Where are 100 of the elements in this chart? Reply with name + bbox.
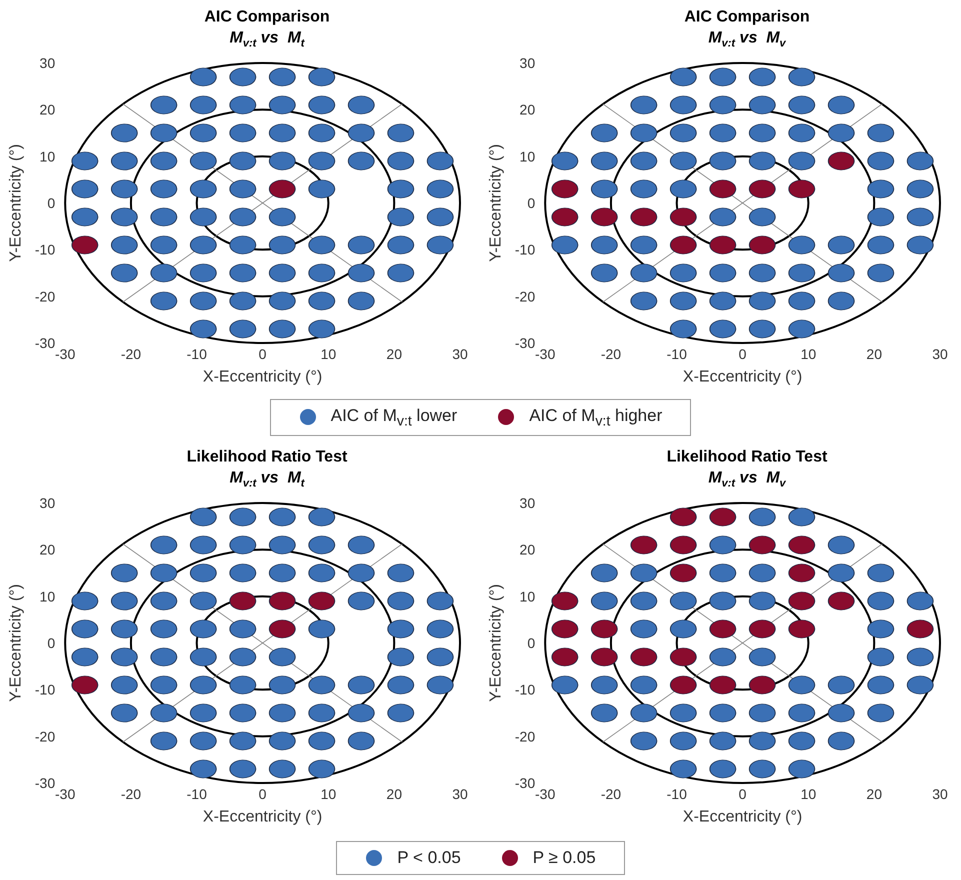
x-tick-label: -20 (120, 346, 142, 362)
chart-title: Likelihood Ratio Test (186, 448, 348, 466)
point (670, 236, 697, 254)
chart-title: AIC Comparison (684, 8, 810, 26)
point (710, 508, 736, 526)
x-tick-label: -10 (666, 346, 688, 362)
legend-label: AIC of M$_{v:t}$ higher (529, 406, 662, 430)
point (630, 536, 658, 554)
x-tick-label: -20 (600, 786, 622, 802)
y-tick-label: 20 (40, 542, 56, 558)
y-tick-label: -10 (34, 242, 56, 258)
y-tick-label: -30 (514, 775, 536, 791)
point (591, 676, 618, 694)
x-tick-label: 20 (386, 346, 402, 362)
point (591, 620, 618, 638)
x-tick-label: 10 (800, 786, 816, 802)
x-tick-label: -20 (120, 786, 142, 802)
y-tick-label: -20 (34, 288, 56, 304)
point (230, 592, 256, 610)
y-tick-label: -20 (34, 728, 56, 744)
y-axis-title: Y-Eccentricity (°) (8, 584, 24, 702)
x-tick-label: 20 (866, 346, 882, 362)
point (630, 592, 658, 610)
x-tick-label: 30 (932, 786, 948, 802)
point (552, 676, 578, 694)
x-tick-label: 0 (258, 346, 267, 362)
point (710, 620, 736, 638)
point (630, 208, 658, 226)
y-tick-label: 10 (520, 588, 536, 604)
point (670, 564, 697, 582)
y-tick-label: 20 (40, 102, 56, 118)
point (630, 704, 658, 722)
point (591, 208, 618, 226)
point (670, 676, 697, 694)
point (670, 648, 697, 666)
point (552, 592, 578, 610)
y-tick-label: 20 (520, 542, 536, 558)
point (591, 648, 618, 666)
x-tick-label: 20 (866, 786, 882, 802)
x-tick-label: 20 (386, 786, 402, 802)
x-tick-label: 0 (738, 786, 747, 802)
y-tick-label: 0 (527, 635, 536, 651)
y-tick-label: -10 (514, 682, 536, 698)
point (710, 648, 736, 666)
y-axis-title: Y-Eccentricity (°) (488, 584, 504, 702)
x-axis-title: X-Eccentricity (°) (682, 368, 802, 386)
point (710, 760, 736, 778)
y-tick-label: -20 (514, 728, 536, 744)
point (710, 732, 736, 750)
legend-label: P < 0.05 (397, 848, 461, 868)
point (710, 236, 736, 254)
point (710, 592, 736, 610)
y-tick-label: 0 (47, 635, 56, 651)
y-tick-label: 10 (40, 148, 56, 164)
y-tick-label: 20 (520, 102, 536, 118)
y-tick-label: 10 (40, 588, 56, 604)
y-tick-label: -30 (34, 775, 56, 791)
point (591, 704, 618, 722)
point (630, 676, 658, 694)
x-axis-title: X-Eccentricity (°) (682, 808, 802, 826)
point (591, 592, 618, 610)
legend-label: AIC of M$_{v:t}$ lower (330, 406, 458, 430)
point (552, 620, 578, 638)
x-tick-label: -20 (600, 346, 622, 362)
point (670, 536, 697, 554)
point (630, 620, 658, 638)
point (670, 592, 697, 610)
point (670, 208, 697, 226)
y-tick-label: -10 (34, 682, 56, 698)
point (552, 208, 578, 226)
point (670, 732, 697, 750)
x-tick-label: -10 (666, 786, 688, 802)
point (710, 564, 736, 582)
point (72, 676, 98, 694)
point (670, 704, 697, 722)
point (670, 508, 697, 526)
point (552, 180, 578, 198)
x-tick-label: 10 (320, 786, 336, 802)
x-tick-label: 30 (452, 346, 468, 362)
y-tick-label: 30 (40, 495, 56, 511)
point (591, 564, 618, 582)
point (552, 648, 578, 666)
point (670, 620, 697, 638)
point (710, 676, 736, 694)
point (630, 648, 658, 666)
y-tick-label: 10 (520, 148, 536, 164)
y-tick-label: -30 (34, 335, 56, 351)
x-tick-label: 30 (932, 346, 948, 362)
x-tick-label: 0 (738, 346, 747, 362)
y-tick-label: -10 (514, 242, 536, 258)
legend-label: P ≥ 0.05 (532, 848, 596, 868)
y-tick-label: 30 (520, 55, 536, 71)
y-tick-label: -20 (514, 288, 536, 304)
x-tick-label: 10 (800, 346, 816, 362)
point (710, 180, 736, 198)
y-tick-label: 0 (47, 195, 56, 211)
y-axis-title: Y-Eccentricity (°) (488, 144, 504, 262)
x-axis-title: X-Eccentricity (°) (202, 808, 322, 826)
point (710, 704, 736, 722)
y-tick-label: 30 (520, 495, 536, 511)
